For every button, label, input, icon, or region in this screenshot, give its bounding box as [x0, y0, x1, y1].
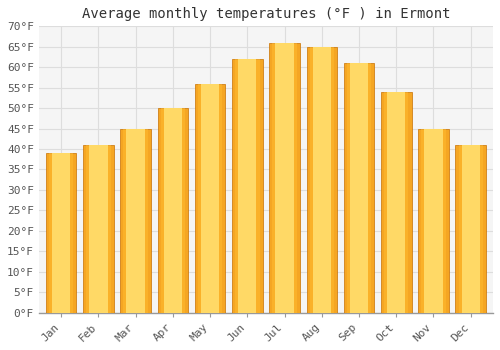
Bar: [238, 59, 256, 313]
Bar: [164, 108, 182, 313]
Bar: [124, 128, 148, 313]
Bar: [52, 153, 70, 313]
Bar: [347, 63, 371, 313]
Bar: [49, 153, 74, 313]
Bar: [312, 47, 331, 313]
Bar: [46, 153, 76, 313]
Bar: [422, 128, 446, 313]
Bar: [458, 145, 483, 313]
Bar: [89, 145, 108, 313]
Bar: [272, 43, 297, 313]
Bar: [126, 128, 145, 313]
Bar: [418, 128, 448, 313]
Bar: [86, 145, 110, 313]
Bar: [158, 108, 188, 313]
Bar: [381, 92, 412, 313]
Bar: [424, 128, 442, 313]
Bar: [306, 47, 337, 313]
Bar: [270, 43, 300, 313]
Bar: [387, 92, 406, 313]
Bar: [344, 63, 374, 313]
Bar: [198, 84, 222, 313]
Bar: [201, 84, 219, 313]
Title: Average monthly temperatures (°F ) in Ermont: Average monthly temperatures (°F ) in Er…: [82, 7, 450, 21]
Bar: [83, 145, 114, 313]
Bar: [310, 47, 334, 313]
Bar: [232, 59, 262, 313]
Bar: [120, 128, 151, 313]
Bar: [276, 43, 293, 313]
Bar: [235, 59, 260, 313]
Bar: [350, 63, 368, 313]
Bar: [384, 92, 408, 313]
Bar: [462, 145, 480, 313]
Bar: [160, 108, 185, 313]
Bar: [456, 145, 486, 313]
Bar: [195, 84, 226, 313]
